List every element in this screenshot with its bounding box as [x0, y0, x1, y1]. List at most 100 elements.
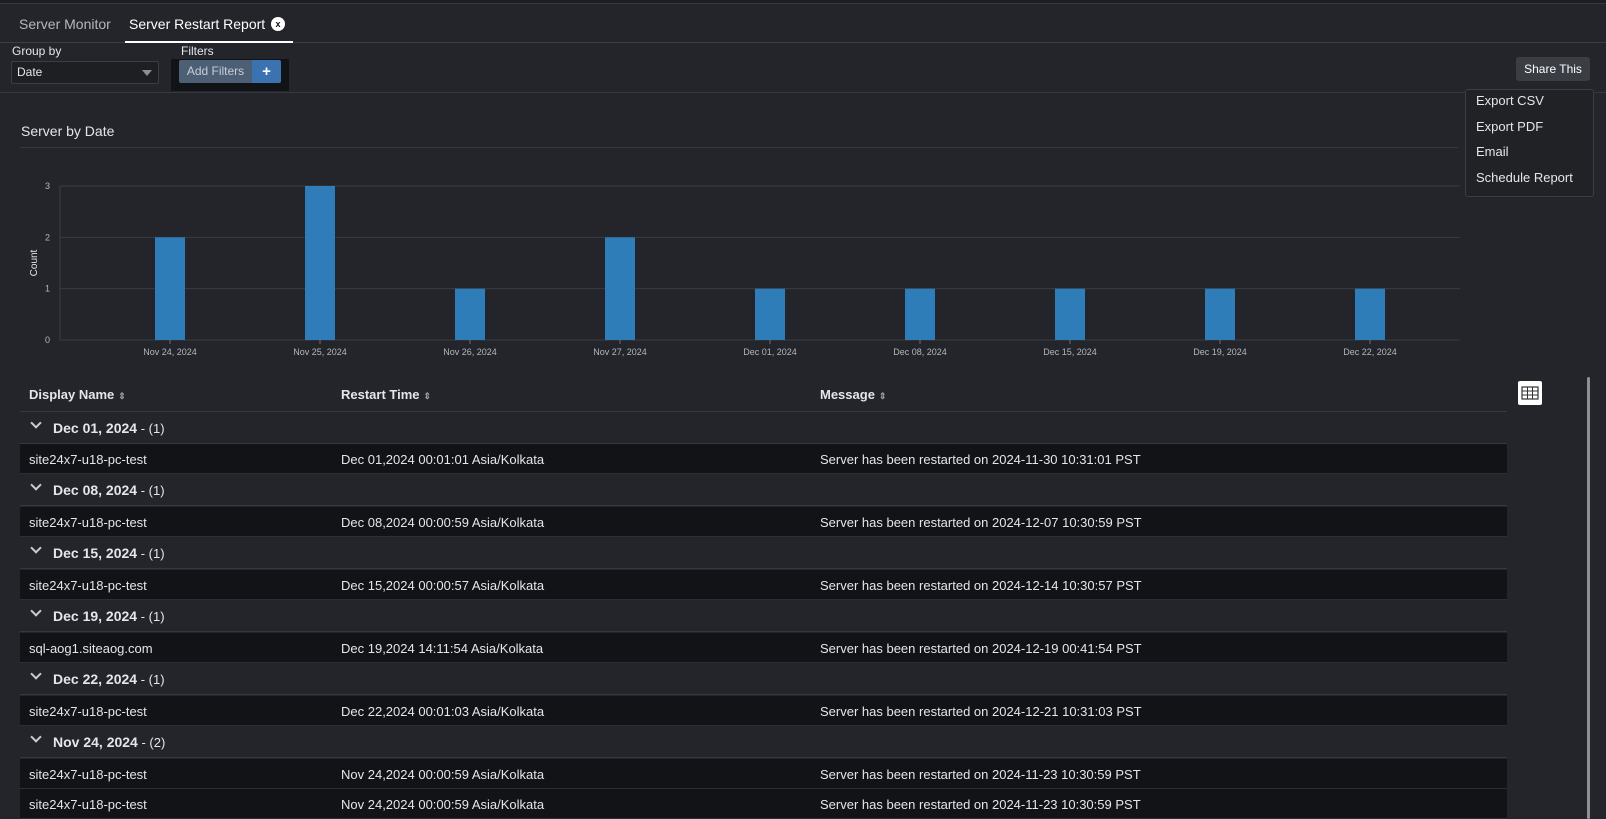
cell-message: Server has been restarted on 2024-12-14 … — [820, 578, 1142, 593]
filters-label: Filters — [181, 44, 214, 58]
cell-restart-time: Dec 15,2024 00:00:57 Asia/Kolkata — [341, 578, 545, 593]
bar — [305, 186, 335, 340]
table-row[interactable]: site24x7-u18-pc-test Nov 24,2024 00:00:5… — [20, 789, 1507, 819]
x-tick-label: Dec 15, 2024 — [1043, 347, 1097, 357]
cell-message: Server has been restarted on 2024-11-23 … — [820, 797, 1141, 812]
plus-icon[interactable]: + — [252, 60, 281, 83]
sort-icon[interactable]: ⇕ — [423, 391, 432, 401]
menu-item-email[interactable]: Email — [1476, 144, 1509, 159]
sort-icon[interactable]: ⇕ — [118, 391, 126, 401]
bar — [1205, 288, 1235, 340]
x-tick-label: Nov 25, 2024 — [293, 347, 347, 357]
cell-message: Server has been restarted on 2024-12-21 … — [820, 704, 1142, 719]
column-header-display-name[interactable]: Display Name ⇕ — [29, 387, 126, 402]
table-row[interactable]: site24x7-u18-pc-test Dec 08,2024 00:00:5… — [20, 507, 1507, 537]
group-date: Dec 08, 2024 - (1) — [53, 482, 165, 498]
x-tick-label: Nov 24, 2024 — [143, 347, 197, 357]
cell-restart-time: Dec 22,2024 00:01:03 Asia/Kolkata — [341, 704, 545, 719]
table-row[interactable]: site24x7-u18-pc-test Dec 15,2024 00:00:5… — [20, 570, 1507, 600]
group-by-select[interactable]: Date — [11, 61, 159, 84]
add-filters-button[interactable]: Add Filters — [179, 60, 252, 83]
table-row[interactable]: site24x7-u18-pc-test Dec 22,2024 00:01:0… — [20, 696, 1507, 726]
table-row[interactable]: sql-aog1.siteaog.com Dec 19,2024 14:11:5… — [20, 633, 1507, 663]
top-border — [0, 0, 1606, 4]
cell-display-name: site24x7-u18-pc-test — [29, 767, 147, 782]
share-menu: Export CSV Export PDF Email Schedule Rep… — [1465, 89, 1594, 197]
group-header[interactable]: Dec 08, 2024 - (1) — [20, 474, 1507, 506]
cell-message: Server has been restarted on 2024-11-23 … — [820, 767, 1141, 782]
bar — [755, 288, 785, 340]
y-tick-label: 1 — [45, 284, 50, 294]
group-date: Dec 22, 2024 - (1) — [53, 671, 165, 687]
column-label: Message — [820, 387, 875, 402]
table-header: Display Name ⇕ Restart Time ⇕ Message ⇕ — [20, 378, 1507, 412]
x-tick-label: Dec 19, 2024 — [1193, 347, 1247, 357]
cell-display-name: site24x7-u18-pc-test — [29, 452, 147, 467]
tab-server-restart-report[interactable]: Server Restart Report x — [125, 4, 293, 43]
group-by-value: Date — [17, 65, 43, 79]
cell-display-name: site24x7-u18-pc-test — [29, 578, 147, 593]
column-header-message[interactable]: Message ⇕ — [820, 387, 886, 402]
bar — [1055, 288, 1085, 340]
column-label: Display Name — [29, 387, 115, 402]
cell-message: Server has been restarted on 2024-12-07 … — [820, 515, 1142, 530]
y-axis-label: Count — [29, 249, 40, 276]
tab-bar: Server Monitor Server Restart Report x — [0, 4, 1606, 43]
chevron-down-icon — [30, 479, 42, 491]
chevron-down-icon — [30, 731, 42, 743]
bar — [1355, 288, 1385, 340]
caret-down-icon — [142, 70, 152, 76]
group-by-label: Group by — [12, 44, 62, 58]
scrollbar[interactable] — [1587, 377, 1590, 819]
menu-item-export-csv[interactable]: Export CSV — [1476, 93, 1544, 108]
chart-title: Server by Date — [21, 123, 115, 139]
column-header-restart-time[interactable]: Restart Time ⇕ — [341, 387, 431, 402]
x-tick-label: Nov 26, 2024 — [443, 347, 497, 357]
y-tick-label: 2 — [45, 232, 50, 242]
bar — [905, 288, 935, 340]
chevron-down-icon — [30, 417, 42, 429]
cell-display-name: site24x7-u18-pc-test — [29, 515, 147, 530]
cell-restart-time: Dec 19,2024 14:11:54 Asia/Kolkata — [341, 641, 544, 656]
column-chooser-icon[interactable] — [1518, 381, 1542, 405]
cell-display-name: site24x7-u18-pc-test — [29, 797, 147, 812]
divider — [20, 147, 1458, 148]
x-tick-label: Dec 08, 2024 — [893, 347, 947, 357]
bar-chart: 0 1 2 3 Count Nov 24, 2024 Nov 25, 2024 Nov 26,… — [29, 181, 1460, 357]
menu-item-export-pdf[interactable]: Export PDF — [1476, 119, 1544, 134]
chevron-down-icon — [30, 542, 42, 554]
cell-display-name: site24x7-u18-pc-test — [29, 704, 147, 719]
sort-icon[interactable]: ⇕ — [878, 391, 887, 401]
tab-label: Server Restart Report — [129, 16, 266, 32]
close-icon[interactable]: x — [271, 17, 285, 31]
group-header[interactable]: Dec 22, 2024 - (1) — [20, 663, 1507, 695]
x-tick-label: Nov 27, 2024 — [593, 347, 647, 357]
x-tick-label: Dec 22, 2024 — [1343, 347, 1397, 357]
group-date: Nov 24, 2024 - (2) — [53, 734, 166, 750]
table-row[interactable]: site24x7-u18-pc-test Nov 24,2024 00:00:5… — [20, 759, 1507, 789]
tab-server-monitor[interactable]: Server Monitor — [19, 16, 111, 32]
chevron-down-icon — [30, 668, 42, 680]
group-header[interactable]: Dec 19, 2024 - (1) — [20, 600, 1507, 632]
cell-restart-time: Dec 01,2024 00:01:01 Asia/Kolkata — [341, 452, 545, 467]
cell-restart-time: Dec 08,2024 00:00:59 Asia/Kolkata — [341, 515, 545, 530]
bar — [605, 237, 635, 340]
column-label: Restart Time — [341, 387, 420, 402]
table-columns-icon — [1521, 386, 1539, 400]
y-tick-label: 0 — [45, 335, 50, 345]
group-header[interactable]: Nov 24, 2024 - (2) — [20, 726, 1507, 758]
x-tick-label: Dec 01, 2024 — [743, 347, 797, 357]
cell-restart-time: Nov 24,2024 00:00:59 Asia/Kolkata — [341, 797, 545, 812]
table-row[interactable]: site24x7-u18-pc-test Dec 01,2024 00:01:0… — [20, 444, 1507, 474]
cell-display-name: sql-aog1.siteaog.com — [29, 641, 153, 656]
cell-message: Server has been restarted on 2024-12-19 … — [820, 641, 1142, 656]
menu-item-schedule-report[interactable]: Schedule Report — [1476, 170, 1573, 185]
group-header[interactable]: Dec 15, 2024 - (1) — [20, 537, 1507, 569]
bar — [455, 288, 485, 340]
cell-restart-time: Nov 24,2024 00:00:59 Asia/Kolkata — [341, 767, 545, 782]
group-date: Dec 19, 2024 - (1) — [53, 608, 165, 624]
group-date: Dec 15, 2024 - (1) — [53, 545, 165, 561]
share-button[interactable]: Share This — [1516, 57, 1590, 81]
group-header[interactable]: Dec 01, 2024 - (1) — [20, 412, 1507, 444]
y-tick-label: 3 — [45, 181, 50, 191]
